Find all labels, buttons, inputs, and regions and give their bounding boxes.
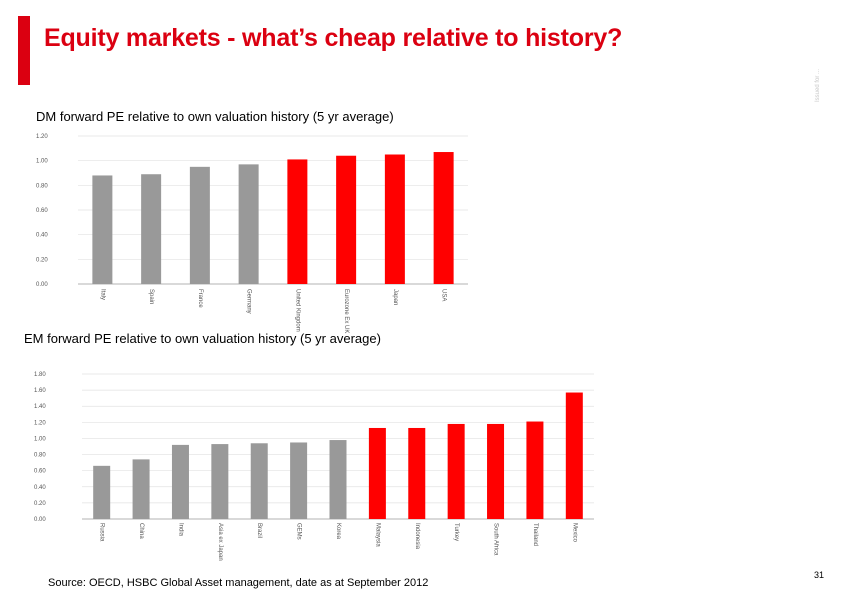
bar-korea xyxy=(329,440,347,519)
bar-usa xyxy=(433,152,454,284)
source-note: Source: OECD, HSBC Global Asset manageme… xyxy=(48,577,429,589)
y-tick-label: 0.80 xyxy=(36,183,48,189)
y-tick-label: 0.00 xyxy=(36,282,48,288)
bar-india xyxy=(171,444,189,519)
x-tick-label: Mexico xyxy=(571,523,577,543)
y-tick-label: 0.40 xyxy=(36,233,48,239)
y-tick-label: 0.60 xyxy=(36,208,48,214)
x-tick-label: Brazil xyxy=(256,523,262,538)
y-tick-label: 1.80 xyxy=(34,372,46,378)
x-tick-label: Malaysia xyxy=(374,523,380,547)
page-number: 31 xyxy=(814,570,825,580)
x-tick-label: United Kingdom xyxy=(294,289,300,332)
x-tick-label: Russia xyxy=(99,523,105,542)
x-tick-label: Germany xyxy=(246,289,252,314)
bar-united-kingdom xyxy=(287,159,308,284)
y-tick-label: 1.20 xyxy=(34,420,46,426)
x-tick-label: Thailand xyxy=(532,523,538,546)
bar-japan xyxy=(384,154,405,284)
x-tick-label: Korea xyxy=(335,523,341,540)
bar-france xyxy=(189,166,210,284)
y-tick-label: 1.00 xyxy=(36,159,48,165)
x-tick-label: Spain xyxy=(148,289,154,304)
y-tick-label: 1.60 xyxy=(34,388,46,394)
x-tick-label: GEMs xyxy=(296,523,302,540)
bar-gems xyxy=(290,442,308,519)
bar-indonesia xyxy=(408,427,426,519)
y-tick-label: 0.40 xyxy=(34,485,46,491)
x-tick-label: Turkey xyxy=(453,523,459,541)
y-tick-label: 0.80 xyxy=(34,453,46,459)
accent-bar xyxy=(18,16,30,85)
x-tick-label: Indonesia xyxy=(414,523,420,550)
bar-mexico xyxy=(565,392,583,519)
x-tick-label: Asia ex Japan xyxy=(217,523,223,561)
bar-spain xyxy=(141,174,162,284)
bar-thailand xyxy=(526,421,544,519)
y-tick-label: 0.20 xyxy=(34,501,46,507)
bar-south-africa xyxy=(487,423,505,519)
x-tick-label: India xyxy=(177,523,183,537)
bar-brazil xyxy=(250,443,268,519)
y-tick-label: 0.00 xyxy=(34,517,46,523)
x-tick-label: Italy xyxy=(99,289,105,300)
x-tick-label: Eurozone Ex UK xyxy=(343,289,349,333)
x-tick-label: South Africa xyxy=(493,523,499,556)
y-tick-label: 0.20 xyxy=(36,257,48,263)
bar-eurozone-ex-uk xyxy=(336,155,357,284)
bar-italy xyxy=(92,175,113,284)
dm-chart-title: DM forward PE relative to own valuation … xyxy=(36,109,394,124)
bar-turkey xyxy=(447,423,465,519)
bar-russia xyxy=(93,465,111,519)
bar-china xyxy=(132,459,150,519)
y-tick-label: 0.60 xyxy=(34,469,46,475)
x-tick-label: China xyxy=(138,523,144,539)
y-tick-label: 1.00 xyxy=(34,436,46,442)
bar-asia-ex-japan xyxy=(211,444,229,519)
slide-title: Equity markets - what’s cheap relative t… xyxy=(44,24,623,52)
y-tick-label: 1.40 xyxy=(34,404,46,410)
x-tick-label: Japan xyxy=(392,289,398,305)
y-tick-label: 1.20 xyxy=(36,134,48,140)
x-tick-label: USA xyxy=(441,289,447,301)
bar-germany xyxy=(238,164,259,284)
bar-malaysia xyxy=(368,427,386,519)
x-tick-label: France xyxy=(197,289,203,308)
em-chart-title: EM forward PE relative to own valuation … xyxy=(24,331,381,346)
